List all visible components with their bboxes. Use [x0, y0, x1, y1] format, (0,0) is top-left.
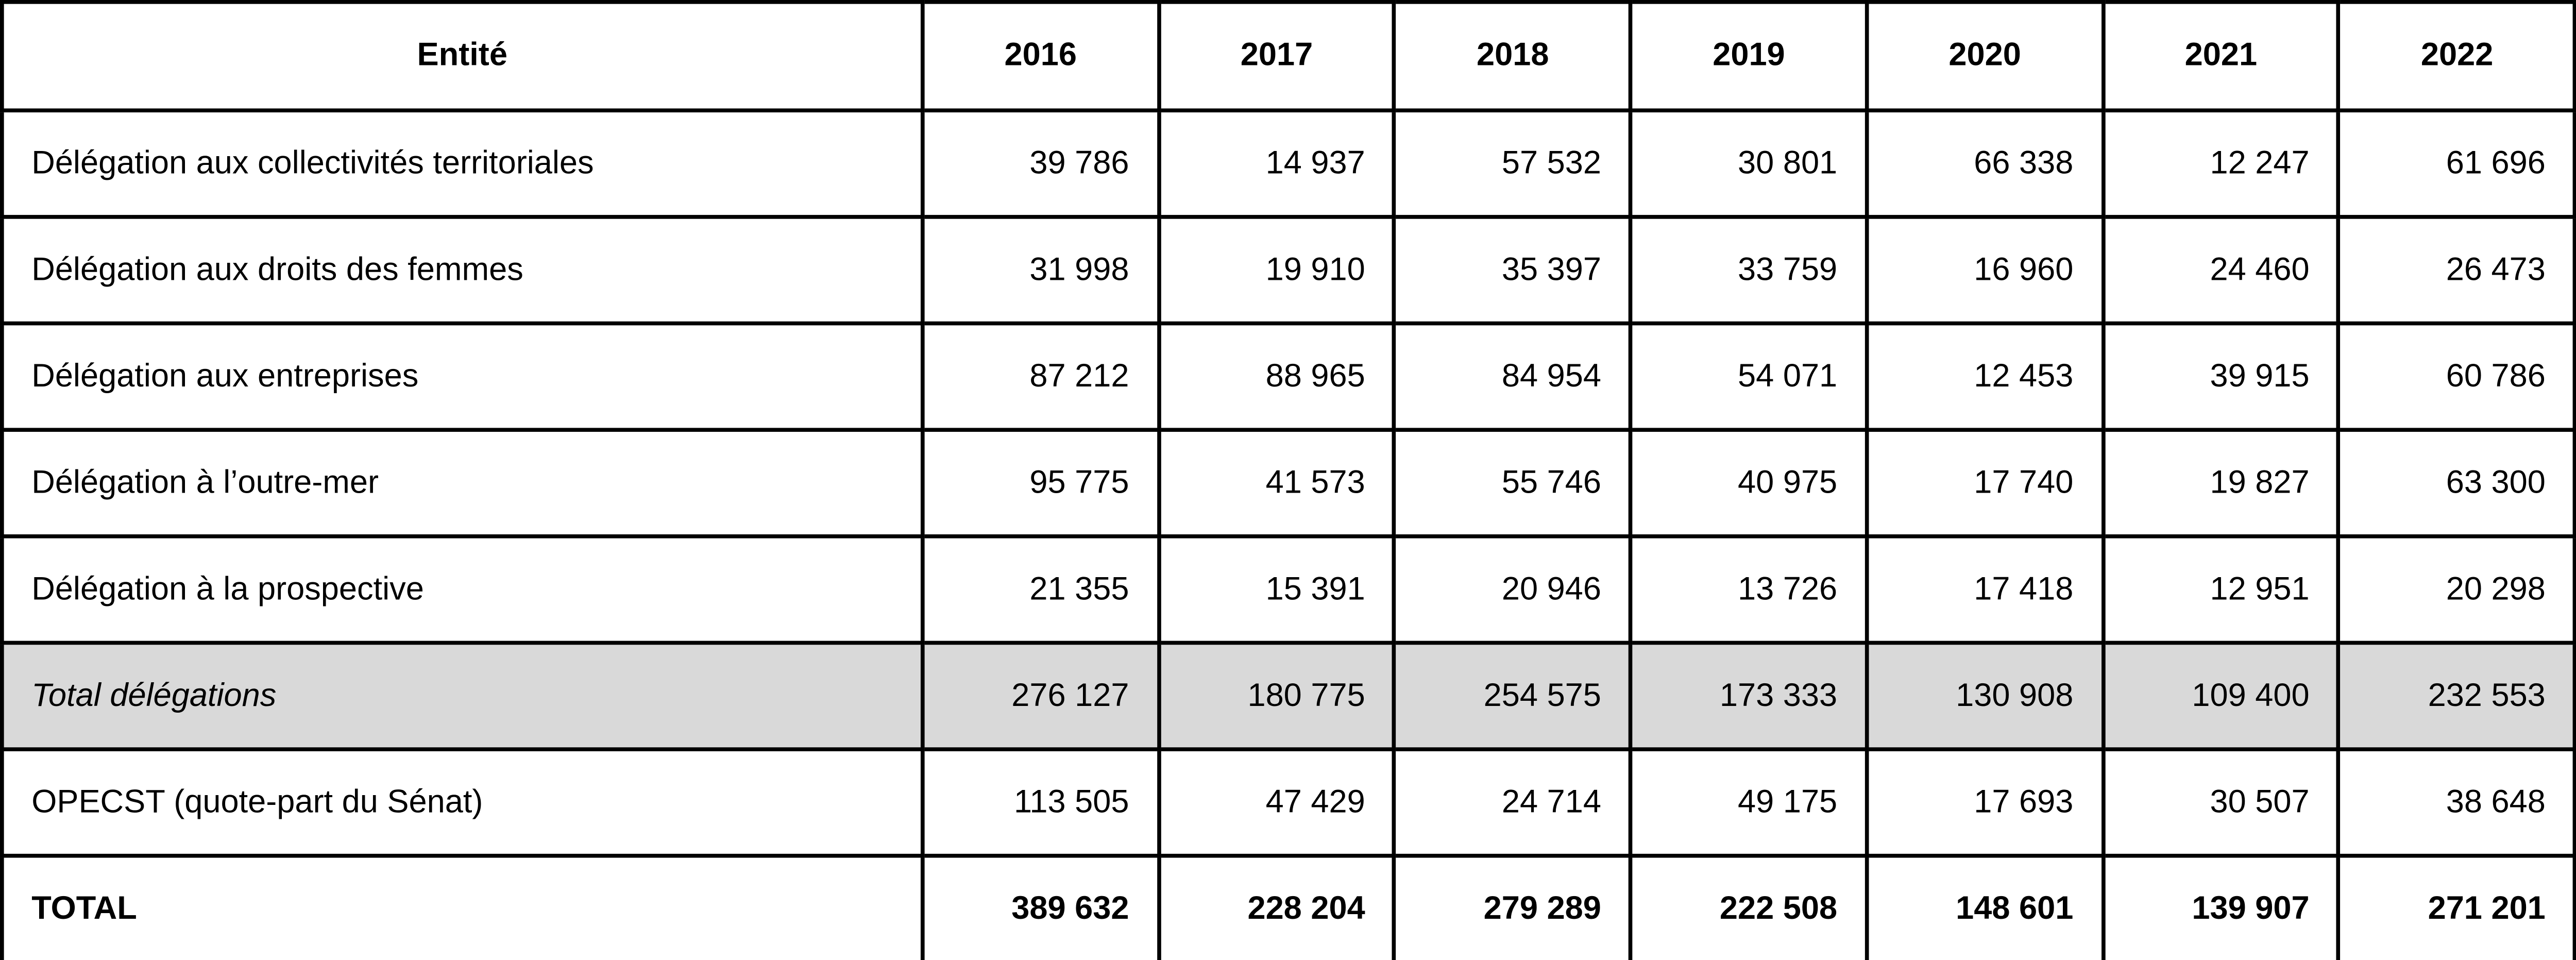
value-cell: 14 937: [1157, 108, 1397, 219]
value-cell: 87 212: [920, 321, 1161, 432]
value-cell: 15 391: [1157, 534, 1397, 645]
year-column-header: 2020: [1865, 0, 2105, 113]
table-row: Délégation à l’outre-mer 95 775 41 573 55 7…: [0, 428, 2576, 538]
value-cell: 17 418: [1865, 534, 2105, 645]
value-cell: 63 300: [2337, 428, 2576, 538]
value-cell: 38 648: [2337, 747, 2576, 858]
value-cell: 39 786: [920, 108, 1161, 219]
value-cell: 95 775: [920, 428, 1161, 538]
value-cell: 24 714: [1393, 747, 1633, 858]
value-cell: 60 786: [2337, 321, 2576, 432]
table-row: Délégation aux droits des femmes 31 998 19…: [0, 215, 2576, 326]
value-cell: 228 204: [1157, 853, 1397, 960]
value-cell: 389 632: [920, 853, 1161, 960]
value-cell: 35 397: [1393, 215, 1633, 326]
value-cell: 61 696: [2337, 108, 2576, 219]
value-cell: 88 965: [1157, 321, 1397, 432]
value-cell: 41 573: [1157, 428, 1397, 538]
value-cell: 12 453: [1865, 321, 2105, 432]
value-cell: 19 827: [2100, 428, 2341, 538]
table-row: TOTAL 389 632 228 204 279 289 222 508 148 601…: [0, 853, 2576, 960]
value-cell: 55 746: [1393, 428, 1633, 538]
value-cell: 66 338: [1865, 108, 2105, 219]
value-cell: 173 333: [1629, 641, 1869, 751]
value-cell: 47 429: [1157, 747, 1397, 858]
value-cell: 17 693: [1865, 747, 2105, 858]
value-cell: 30 801: [1629, 108, 1869, 219]
value-cell: 279 289: [1393, 853, 1633, 960]
value-cell: 19 910: [1157, 215, 1397, 326]
table-row: OPECST (quote-part du Sénat) 113 505 47 42…: [0, 747, 2576, 858]
value-cell: 271 201: [2337, 853, 2576, 960]
year-column-header: 2019: [1629, 0, 1869, 113]
entity-column-header: Entité: [0, 0, 925, 113]
value-cell: 57 532: [1393, 108, 1633, 219]
entity-cell: Délégation aux droits des femmes: [0, 215, 925, 326]
table-row: Délégation à la prospective 21 355 15 391 2…: [0, 534, 2576, 645]
value-cell: 148 601: [1865, 853, 2105, 960]
entity-cell: Délégation aux collectivités territorial…: [0, 108, 925, 219]
value-cell: 20 298: [2337, 534, 2576, 645]
table-row: Délégation aux collectivités territorial…: [0, 108, 2576, 219]
table-body: Délégation aux collectivités territorial…: [0, 108, 2576, 960]
value-cell: 39 915: [2100, 321, 2341, 432]
value-cell: 30 507: [2100, 747, 2341, 858]
year-column-header: 2018: [1393, 0, 1633, 113]
value-cell: 180 775: [1157, 641, 1397, 751]
value-cell: 130 908: [1865, 641, 2105, 751]
value-cell: 31 998: [920, 215, 1161, 326]
value-cell: 54 071: [1629, 321, 1869, 432]
year-column-header: 2022: [2337, 0, 2576, 113]
value-cell: 109 400: [2100, 641, 2341, 751]
value-cell: 276 127: [920, 641, 1161, 751]
value-cell: 40 975: [1629, 428, 1869, 538]
year-column-header: 2016: [920, 0, 1161, 113]
value-cell: 26 473: [2337, 215, 2576, 326]
value-cell: 13 726: [1629, 534, 1869, 645]
entity-cell: Délégation aux entreprises: [0, 321, 925, 432]
table-row: Total délégations 276 127 180 775 254 575 17…: [0, 641, 2576, 751]
table-row: Délégation aux entreprises 87 212 88 965 84…: [0, 321, 2576, 432]
value-cell: 17 740: [1865, 428, 2105, 538]
value-cell: 20 946: [1393, 534, 1633, 645]
value-cell: 139 907: [2100, 853, 2341, 960]
value-cell: 222 508: [1629, 853, 1869, 960]
value-cell: 254 575: [1393, 641, 1633, 751]
value-cell: 84 954: [1393, 321, 1633, 432]
entity-cell: OPECST (quote-part du Sénat): [0, 747, 925, 858]
value-cell: 21 355: [920, 534, 1161, 645]
value-cell: 113 505: [920, 747, 1161, 858]
value-cell: 12 951: [2100, 534, 2341, 645]
entity-cell: TOTAL: [0, 853, 925, 960]
entity-cell: Total délégations: [0, 641, 925, 751]
year-column-header: 2021: [2100, 0, 2341, 113]
entity-cell: Délégation à l’outre-mer: [0, 428, 925, 538]
value-cell: 232 553: [2337, 641, 2576, 751]
value-cell: 33 759: [1629, 215, 1869, 326]
year-column-header: 2017: [1157, 0, 1397, 113]
header-row: Entité20162017201820192020202120222023Va…: [0, 0, 2576, 113]
value-cell: 49 175: [1629, 747, 1869, 858]
value-cell: 12 247: [2100, 108, 2341, 219]
entity-cell: Délégation à la prospective: [0, 534, 925, 645]
value-cell: 24 460: [2100, 215, 2341, 326]
value-cell: 16 960: [1865, 215, 2105, 326]
